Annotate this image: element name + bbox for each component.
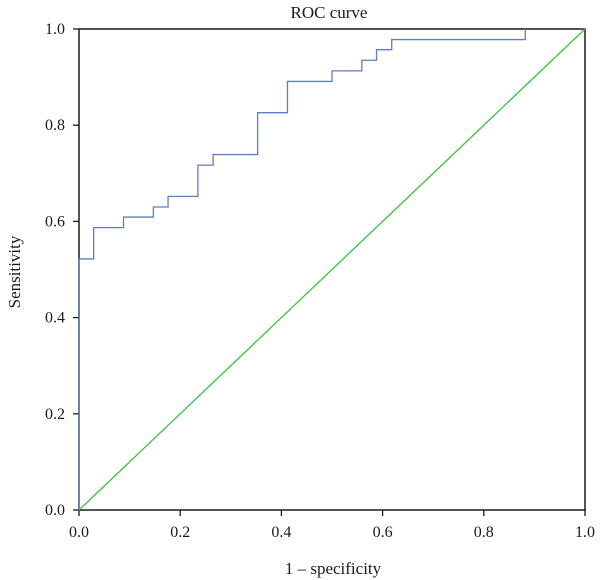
y-tick-label: 0.6 [45,213,65,230]
y-axis-label: Sensitivity [5,235,24,308]
y-tick-label: 0.0 [45,502,65,519]
x-tick-label: 0.0 [69,524,89,541]
x-tick-label: 0.6 [373,524,393,541]
x-tick-label: 1.0 [575,524,595,541]
y-tick-label: 1.0 [45,21,65,38]
x-tick-label: 0.8 [474,524,494,541]
ticks-layer: 0.0 0.2 0.4 0.6 0.8 1.0 0.0 0.2 0.4 0.6 0.8 1.0 [45,21,595,541]
series-layer [78,28,586,511]
x-tick-label: 0.4 [271,524,291,541]
chart-title: ROC curve [291,3,368,22]
roc-curve-line [78,29,526,510]
x-tick-label: 0.2 [170,524,190,541]
y-tick-label: 0.4 [45,310,65,327]
x-axis-label: 1 – specificity [285,559,382,578]
y-tick-label: 0.2 [45,406,65,423]
reference-diagonal-line [78,28,586,511]
y-tick-label: 0.8 [45,117,65,134]
